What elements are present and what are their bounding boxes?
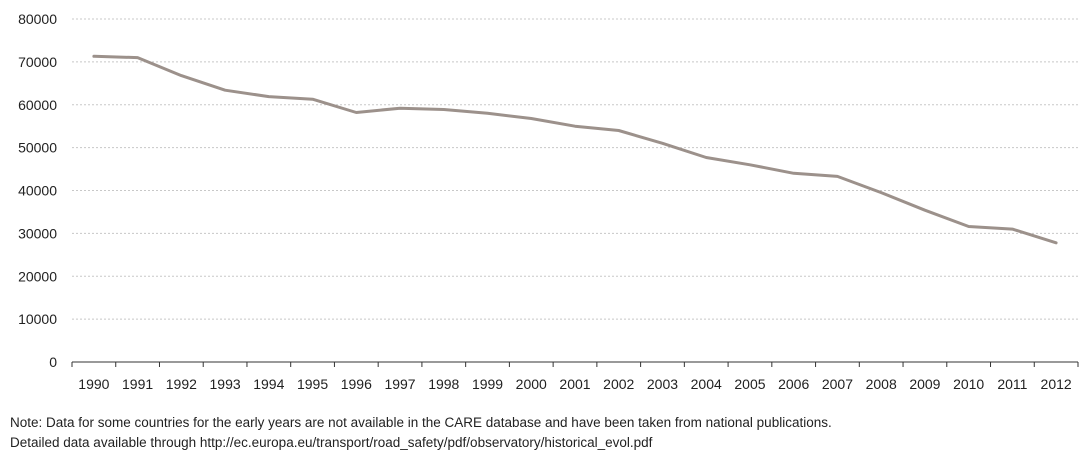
note-text: Note: Data for some countries for the ea…	[10, 415, 832, 430]
x-tick-label: 2003	[647, 376, 678, 392]
x-tick-label: 2006	[778, 376, 809, 392]
y-tick-label: 60000	[18, 97, 57, 113]
y-tick-label: 0	[49, 354, 57, 370]
y-axis-ticks: 0 10000 20000 30000 40000 50000 60000 70000 8000…	[18, 11, 57, 370]
series-line	[92, 54, 1058, 245]
y-tick-label: 70000	[18, 54, 57, 70]
y-tick-label: 10000	[18, 311, 57, 327]
x-tick-label: 2010	[953, 376, 984, 392]
x-tick-label: 2005	[734, 376, 765, 392]
x-tick-label: 2007	[822, 376, 853, 392]
x-tick-label: 2004	[691, 376, 722, 392]
y-tick-label: 50000	[18, 140, 57, 156]
x-tick-label: 2012	[1041, 376, 1072, 392]
x-tick-label: 2009	[909, 376, 940, 392]
y-tick-label: 80000	[18, 11, 57, 27]
x-tick-label: 1994	[253, 376, 284, 392]
x-tick-label: 1990	[78, 376, 109, 392]
chart-notes: Note: Data for some countries for the ea…	[10, 413, 832, 453]
y-tick-label: 30000	[18, 225, 57, 241]
x-tick-label: 2001	[559, 376, 590, 392]
x-tick-label: 1999	[472, 376, 503, 392]
y-tick-label: 40000	[18, 183, 57, 199]
x-tick-label: 1995	[297, 376, 328, 392]
gridlines	[72, 18, 1078, 320]
x-tick-label: 1991	[122, 376, 153, 392]
x-tick-label: 1993	[210, 376, 241, 392]
x-tick-label: 1997	[384, 376, 415, 392]
x-tick-label: 2008	[866, 376, 897, 392]
x-tick-label: 1998	[428, 376, 459, 392]
x-tick-label: 2002	[603, 376, 634, 392]
x-axis-ticks: 1990 1991 1992 1993 1994 1995 1996 1997 1998 1999…	[71, 362, 1079, 392]
x-tick-label: 2000	[516, 376, 547, 392]
y-tick-label: 20000	[18, 268, 57, 284]
x-tick-label: 1996	[341, 376, 372, 392]
x-tick-label: 2011	[997, 376, 1027, 392]
x-tick-label: 1992	[166, 376, 197, 392]
source-text: Detailed data available through http://e…	[10, 435, 653, 450]
